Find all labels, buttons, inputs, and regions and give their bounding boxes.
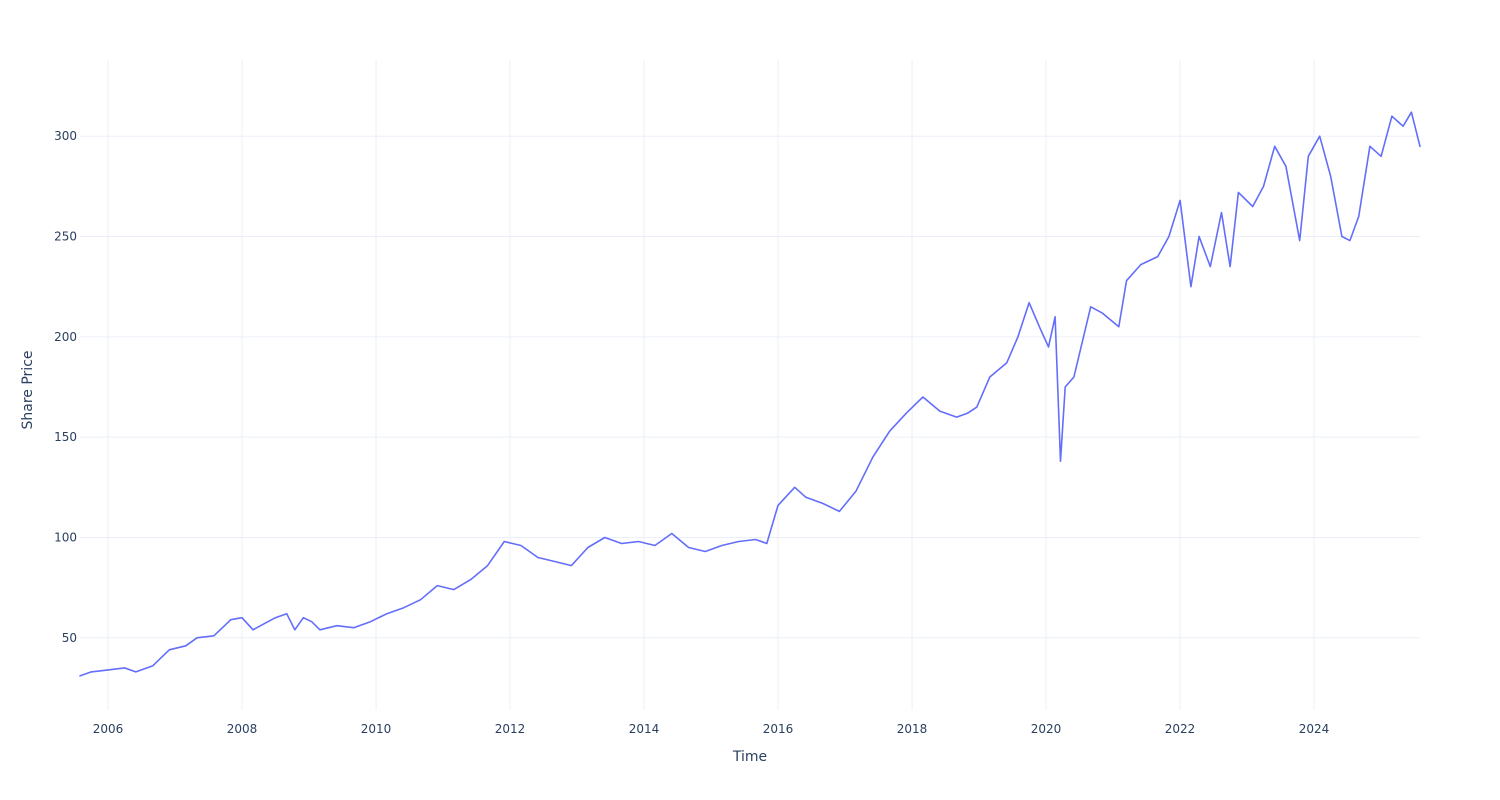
x-tick-label: 2006 xyxy=(93,722,124,736)
share-price-line[interactable] xyxy=(79,111,1421,677)
y-tick-label: 50 xyxy=(62,631,77,645)
x-tick-label: 2016 xyxy=(763,722,794,736)
y-tick-label: 250 xyxy=(54,230,77,244)
y-tick-label: 100 xyxy=(54,530,77,544)
x-tick-label: 2010 xyxy=(361,722,392,736)
x-tick-label: 2024 xyxy=(1299,722,1330,736)
x-axis-ticks: 2006 2008 2010 2012 2014 2016 2018 2020 2022 2024 xyxy=(93,722,1329,736)
series-layer xyxy=(79,111,1421,677)
y-axis-title: Share Price xyxy=(20,350,36,429)
x-tick-label: 2018 xyxy=(897,722,928,736)
x-tick-label: 2022 xyxy=(1165,722,1196,736)
x-tick-label: 2014 xyxy=(629,722,660,736)
y-tick-label: 300 xyxy=(54,129,77,143)
y-axis-ticks: 50 100 150 200 250 300 xyxy=(54,129,77,645)
x-tick-label: 2020 xyxy=(1031,722,1062,736)
grid xyxy=(80,60,1420,710)
x-tick-label: 2012 xyxy=(495,722,526,736)
y-tick-label: 150 xyxy=(54,430,77,444)
x-tick-label: 2008 xyxy=(227,722,258,736)
y-tick-label: 200 xyxy=(54,330,77,344)
x-axis-title: Time xyxy=(732,749,767,765)
